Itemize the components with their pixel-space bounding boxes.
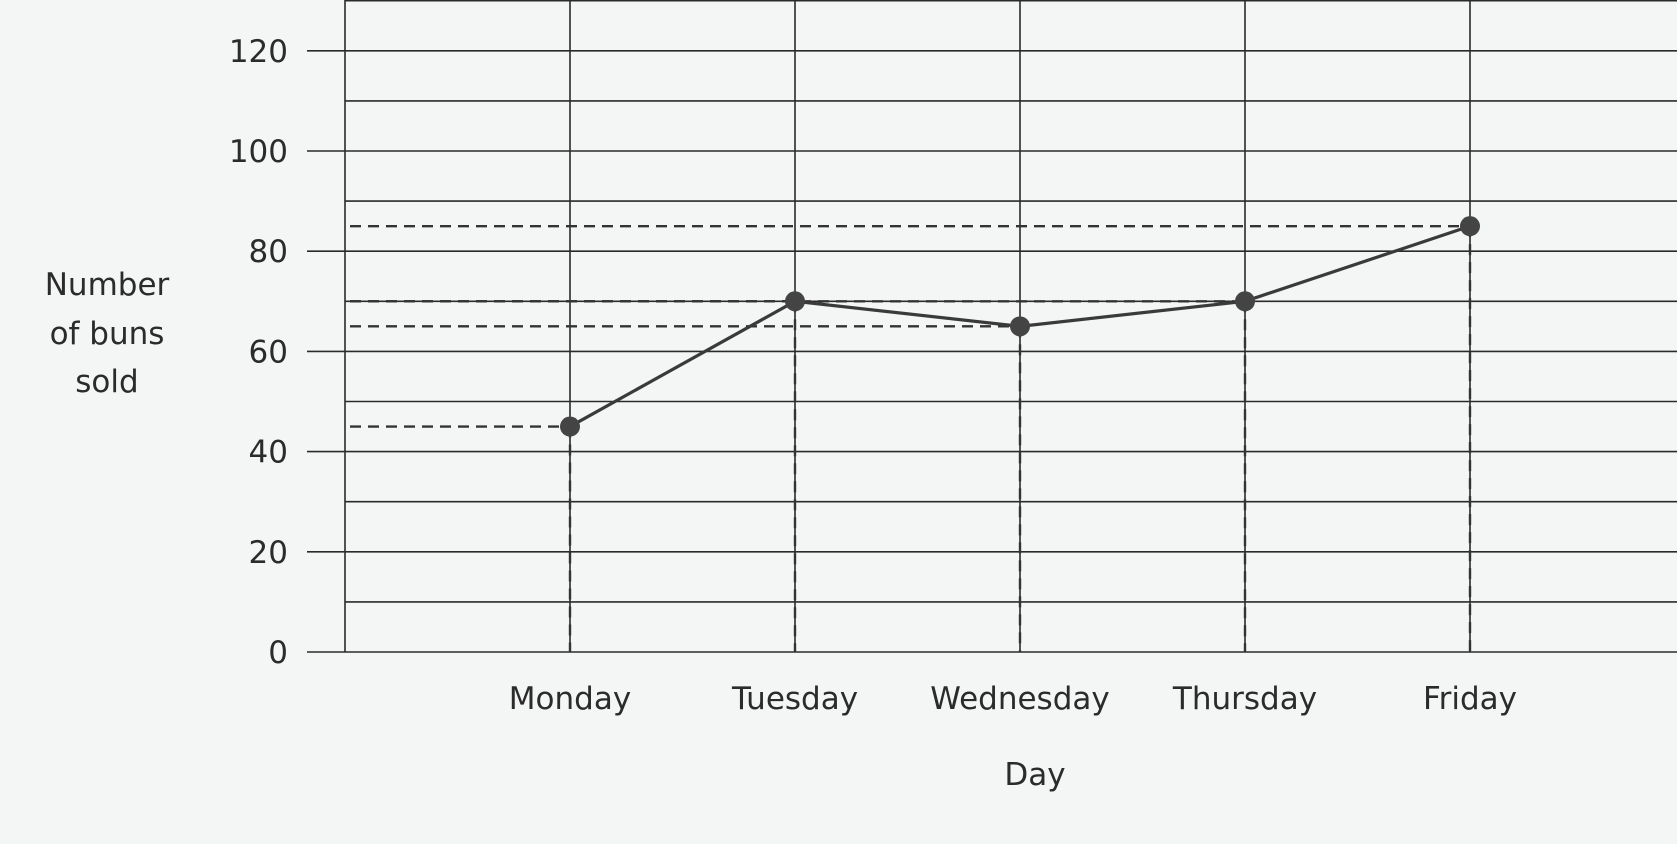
- y-tick-label: 0: [268, 635, 288, 671]
- series: [560, 216, 1480, 437]
- data-point: [1010, 316, 1030, 337]
- y-axis-label-line-3: sold: [75, 364, 138, 400]
- y-tick-label: 20: [249, 535, 288, 571]
- y-tick-label: 40: [249, 435, 288, 471]
- x-tick-label: Friday: [1423, 681, 1517, 717]
- y-tick-label: 100: [229, 134, 288, 170]
- x-axis-ticks: Monday Tuesday Wednesday Thursday Friday: [509, 681, 1517, 717]
- y-tick-label: 80: [249, 234, 288, 270]
- y-tick-label: 120: [229, 34, 288, 70]
- x-tick-label: Wednesday: [930, 681, 1109, 717]
- x-axis-label: Day: [1004, 757, 1065, 793]
- x-tick-label: Monday: [509, 681, 631, 717]
- x-tick-label: Thursday: [1172, 681, 1317, 717]
- y-tick-label: 60: [249, 334, 288, 370]
- dashed-guides: [350, 224, 1472, 652]
- data-point: [1460, 216, 1480, 237]
- data-point: [785, 291, 805, 312]
- y-axis-ticks: 0 20 40 60 80 100 120: [229, 34, 345, 671]
- y-axis-label-line-2: of buns: [50, 316, 165, 352]
- y-axis-label-line-1: Number: [45, 267, 170, 303]
- x-tick-label: Tuesday: [731, 681, 858, 717]
- data-point: [1235, 291, 1255, 312]
- data-point: [560, 416, 580, 437]
